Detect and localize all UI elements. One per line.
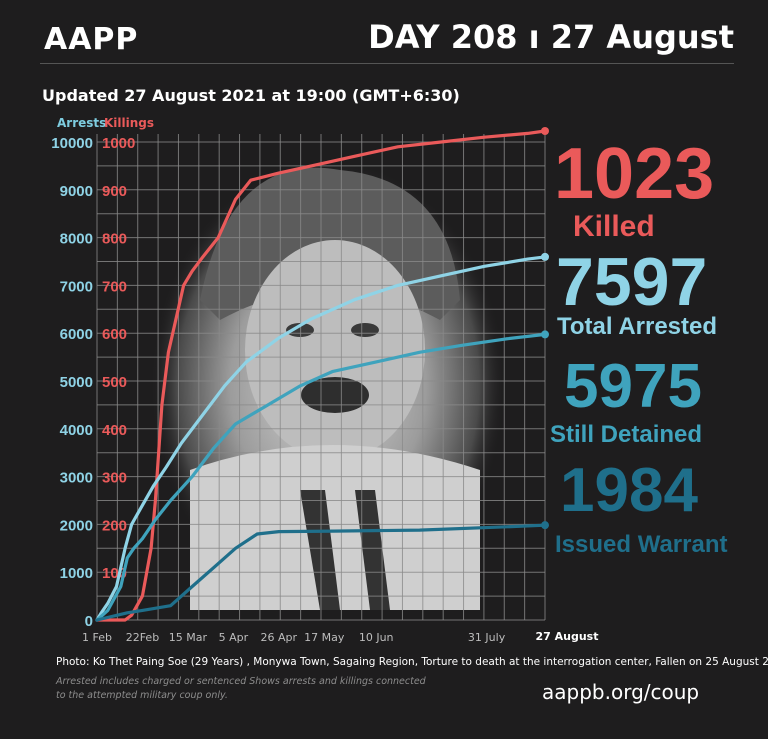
killings-tick-label: 400 — [102, 422, 127, 439]
arrests-tick-label: 6000 — [60, 326, 93, 343]
detained-count: 5975 — [564, 352, 702, 421]
arrests-tick-label: 0 — [85, 613, 93, 630]
series-line-total-arrested — [95, 255, 547, 622]
x-tick-label: 15 Mar — [169, 631, 208, 644]
x-tick-label: 31 July — [468, 631, 506, 644]
footnote-line-2: to the attempted military coup only. — [56, 690, 228, 701]
killings-tick-label: 1000 — [102, 135, 135, 152]
x-tick-label: 26 Apr — [261, 631, 298, 644]
series-line-still-detained — [95, 332, 547, 622]
killings-tick-label: 600 — [102, 326, 127, 343]
series-line-issued-warrant — [95, 523, 547, 622]
arrested-count: 7597 — [556, 244, 708, 320]
arrests-tick-label: 3000 — [60, 470, 93, 487]
killings-axis-label: Killings — [104, 116, 155, 130]
series-line-killed — [95, 129, 547, 622]
day-banner: DAY 208 ı 27 August — [368, 18, 734, 56]
chart-series — [95, 127, 549, 622]
arrests-tick-label: 1000 — [60, 565, 93, 582]
brand-logo: AAPP — [44, 22, 139, 57]
killed-label: Killed — [573, 210, 655, 243]
arrested-label: Total Arrested — [557, 313, 718, 340]
warrant-count: 1984 — [560, 456, 698, 525]
arrests-tick-label: 7000 — [60, 278, 93, 295]
series-end-point — [541, 127, 549, 136]
arrests-tick-label: 8000 — [60, 231, 93, 248]
x-axis-ticks: 1 Feb 22Feb 15 Mar 5 Apr 26 Apr 17 May 10 Jun 3… — [82, 630, 598, 644]
footnote-line-1: Arrested includes charged or sentenced S… — [56, 676, 426, 687]
arrests-axis-ticks: 0 1000 2000 3000 4000 5000 6000 7000 8000 9000 100… — [51, 135, 93, 630]
series-end-point — [541, 252, 549, 261]
series-end-point — [541, 521, 549, 530]
killings-tick-label: 700 — [102, 278, 127, 295]
x-tick-label: 22Feb — [126, 631, 159, 644]
killings-tick-label: 500 — [102, 374, 127, 391]
x-tick-label: 1 Feb — [82, 631, 112, 644]
killings-tick-label: 900 — [102, 183, 127, 200]
x-tick-label: 5 Apr — [219, 631, 249, 644]
x-tick-label: 17 May — [304, 631, 345, 644]
killings-tick-label: 300 — [102, 470, 127, 487]
arrests-tick-label: 10000 — [51, 135, 93, 152]
header-divider — [40, 63, 734, 64]
killings-tick-label: 800 — [102, 231, 127, 248]
arrests-axis-label: Arrests — [57, 116, 107, 130]
killed-count: 1023 — [554, 134, 715, 214]
warrant-label: Issued Warrant — [555, 531, 728, 558]
arrests-tick-label: 5000 — [60, 374, 93, 391]
arrests-tick-label: 4000 — [60, 422, 93, 439]
x-tick-label: 10 Jun — [359, 631, 394, 644]
x-tick-label: 27 August — [536, 630, 599, 643]
portrait-photo — [150, 160, 506, 610]
arrests-tick-label: 9000 — [60, 183, 93, 200]
updated-timestamp: Updated 27 August 2021 at 19:00 (GMT+6:3… — [42, 86, 460, 105]
website-link[interactable]: aappb.org/coup — [542, 680, 700, 704]
killings-tick-label: 200 — [102, 517, 127, 534]
arrests-tick-label: 2000 — [60, 517, 93, 534]
detained-label: Still Detained — [550, 421, 703, 448]
series-end-point — [541, 330, 549, 339]
photo-caption: Photo: Ko Thet Paing Soe (29 Years) , Mo… — [56, 656, 768, 668]
chart-grid — [96, 134, 546, 621]
